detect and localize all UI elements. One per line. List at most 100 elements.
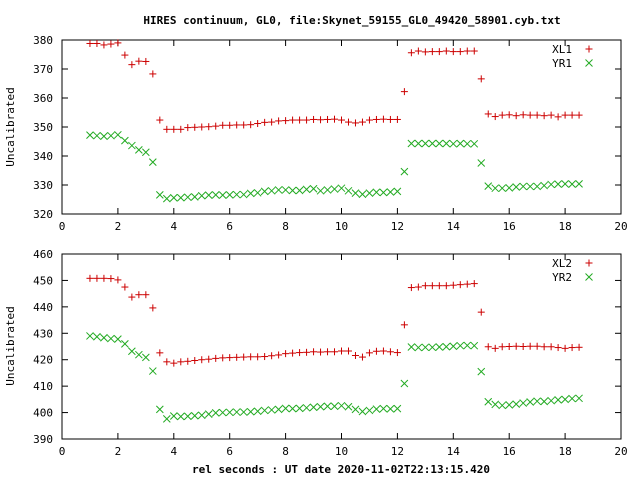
data-point (351, 405, 360, 414)
data-point (323, 402, 332, 411)
data-point (288, 186, 297, 195)
data-point (253, 407, 262, 416)
data-point (246, 189, 255, 198)
data-point (526, 182, 535, 191)
data-point (93, 274, 101, 282)
data-point (247, 353, 255, 361)
data-point (93, 131, 101, 140)
x-tick-label: 16 (503, 445, 516, 458)
data-point (163, 125, 171, 133)
y-tick-label: 400 (33, 407, 53, 420)
x-tick-label: 8 (282, 445, 289, 458)
data-point (142, 57, 150, 65)
data-point (344, 186, 353, 195)
data-point (162, 415, 171, 423)
data-point (470, 139, 479, 148)
x-tick-label: 14 (447, 445, 461, 458)
data-point (386, 188, 395, 196)
data-point (344, 347, 352, 355)
legend-marker-yr2 (585, 273, 593, 281)
data-point (240, 353, 248, 361)
data-point (561, 344, 569, 352)
data-point (289, 349, 297, 357)
data-point (121, 51, 129, 59)
data-point (505, 184, 514, 192)
data-point (309, 403, 318, 412)
data-point (498, 343, 506, 351)
data-point (421, 282, 429, 290)
data-point (505, 401, 514, 409)
data-point (303, 348, 311, 356)
data-point (267, 186, 276, 195)
data-point (309, 184, 318, 193)
x-tick-label: 8 (282, 220, 289, 233)
data-point (149, 70, 157, 78)
data-point (219, 121, 227, 129)
data-point (463, 341, 472, 350)
data-point (135, 57, 143, 65)
data-point (267, 406, 276, 414)
data-point (218, 191, 227, 200)
data-point (239, 190, 248, 199)
data-point (365, 349, 373, 357)
data-point (331, 115, 339, 123)
data-point (477, 367, 486, 376)
data-point (260, 187, 269, 196)
data-point (421, 343, 430, 352)
data-point (204, 191, 213, 200)
data-point (128, 61, 136, 69)
series-yr1 (86, 130, 583, 203)
data-point (575, 111, 583, 119)
data-point (470, 47, 478, 55)
data-point (324, 348, 332, 356)
x-tick-label: 10 (335, 445, 348, 458)
legend-marker-yr1 (585, 59, 593, 67)
data-point (128, 293, 136, 301)
data-point (400, 321, 408, 329)
data-point (512, 112, 520, 120)
data-point (204, 410, 213, 419)
x-tick-label: 6 (226, 220, 233, 233)
data-point (407, 139, 416, 148)
data-point (107, 275, 115, 283)
data-point (317, 348, 325, 356)
data-point (428, 282, 436, 290)
data-point (233, 353, 241, 361)
data-point (463, 47, 471, 55)
data-point (86, 332, 94, 340)
y-tick-label: 380 (33, 34, 53, 47)
data-point (198, 356, 206, 364)
x-tick-label: 10 (335, 220, 348, 233)
series-xl2 (86, 274, 583, 367)
data-point (540, 181, 548, 190)
x-tick-label: 18 (558, 445, 571, 458)
data-point (372, 405, 381, 413)
y-tick-label: 340 (33, 150, 53, 163)
legend-label-yr1: YR1 (552, 57, 572, 70)
data-point (526, 398, 535, 406)
data-point (289, 116, 297, 124)
data-point (484, 110, 492, 118)
data-point (100, 41, 108, 49)
data-point (316, 402, 325, 411)
data-point (295, 404, 304, 413)
data-point (449, 342, 458, 351)
data-point (107, 334, 115, 343)
data-point (93, 39, 101, 47)
data-point (477, 308, 485, 316)
data-point (379, 404, 388, 413)
data-point (86, 274, 94, 282)
data-point (121, 283, 129, 291)
data-point (239, 408, 248, 416)
data-point (212, 122, 220, 130)
x-tick-label: 2 (115, 220, 122, 233)
data-point (456, 341, 465, 350)
data-point (470, 280, 478, 288)
data-point (372, 347, 380, 355)
data-point (400, 88, 408, 96)
data-point (442, 342, 451, 351)
data-point (302, 403, 311, 412)
data-point (561, 395, 569, 404)
data-point (107, 131, 115, 140)
